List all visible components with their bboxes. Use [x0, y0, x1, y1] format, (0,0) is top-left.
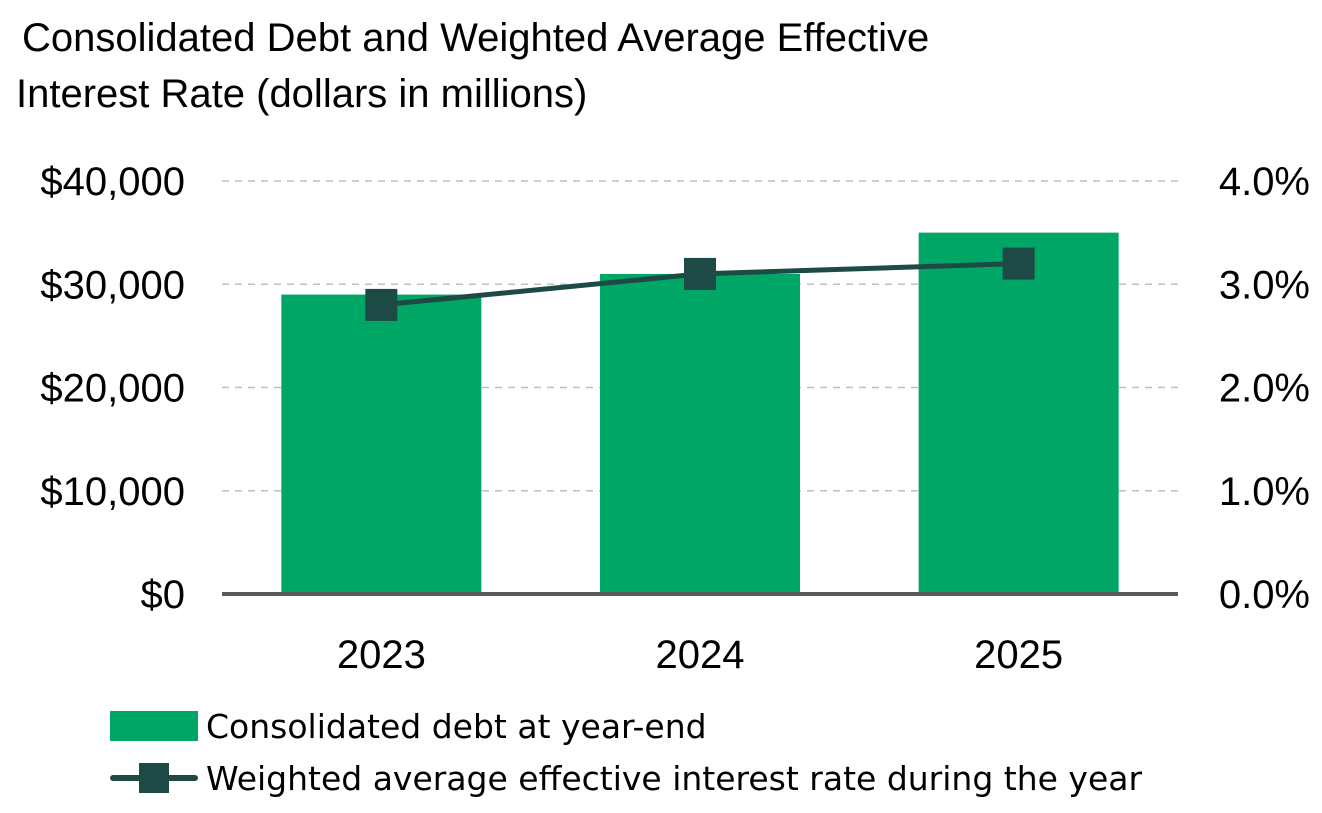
- tick-labels: $0 $10,000 $20,000 $30,000 $40,000 0.0% 1.0% 2.…: [40, 160, 1310, 677]
- y-right-tick-label: 4.0%: [1219, 160, 1310, 204]
- legend-swatch-rate: [110, 763, 198, 793]
- legend-label-rate: Weighted average effective interest rate…: [206, 758, 1143, 798]
- y-right-tick-label: 1.0%: [1219, 470, 1310, 514]
- bar-2024: [600, 273, 800, 594]
- legend-label-debt: Consolidated debt at year-end: [206, 706, 707, 746]
- bar-2025: [918, 232, 1119, 594]
- legend: Consolidated debt at year-end Weighted a…: [110, 700, 1142, 804]
- chart-title: Consolidated Debt and Weighted Average E…: [16, 10, 1196, 122]
- rate-marker-2024: [684, 257, 716, 290]
- y-left-tick-label: $0: [141, 573, 186, 617]
- y-left-tick-label: $20,000: [40, 367, 185, 411]
- y-right-tick-label: 0.0%: [1219, 573, 1310, 617]
- x-tick-label-2023: 2023: [337, 633, 426, 677]
- legend-item-rate: Weighted average effective interest rate…: [110, 752, 1142, 804]
- x-tick-label-2024: 2024: [656, 633, 745, 677]
- chart-plot: $0 $10,000 $20,000 $30,000 $40,000 0.0% 1.0% 2.…: [40, 160, 1310, 677]
- chart-title-line-2: Interest Rate (dollars in millions): [16, 72, 588, 116]
- rate-line: [365, 247, 1035, 321]
- rate-marker-2025: [1002, 247, 1035, 280]
- rate-marker-2023: [365, 288, 398, 321]
- y-left-tick-label: $30,000: [40, 263, 185, 307]
- legend-item-debt: Consolidated debt at year-end: [110, 700, 1142, 752]
- y-left-tick-label: $10,000: [40, 470, 185, 514]
- y-right-tick-label: 3.0%: [1219, 263, 1310, 307]
- legend-swatch-debt: [110, 711, 198, 741]
- chart-title-line-1: Consolidated Debt and Weighted Average E…: [22, 16, 930, 60]
- bars: [281, 232, 1119, 594]
- y-left-tick-label: $40,000: [40, 160, 185, 204]
- x-tick-label-2025: 2025: [974, 633, 1063, 677]
- y-right-tick-label: 2.0%: [1219, 367, 1310, 411]
- bar-2023: [281, 294, 482, 594]
